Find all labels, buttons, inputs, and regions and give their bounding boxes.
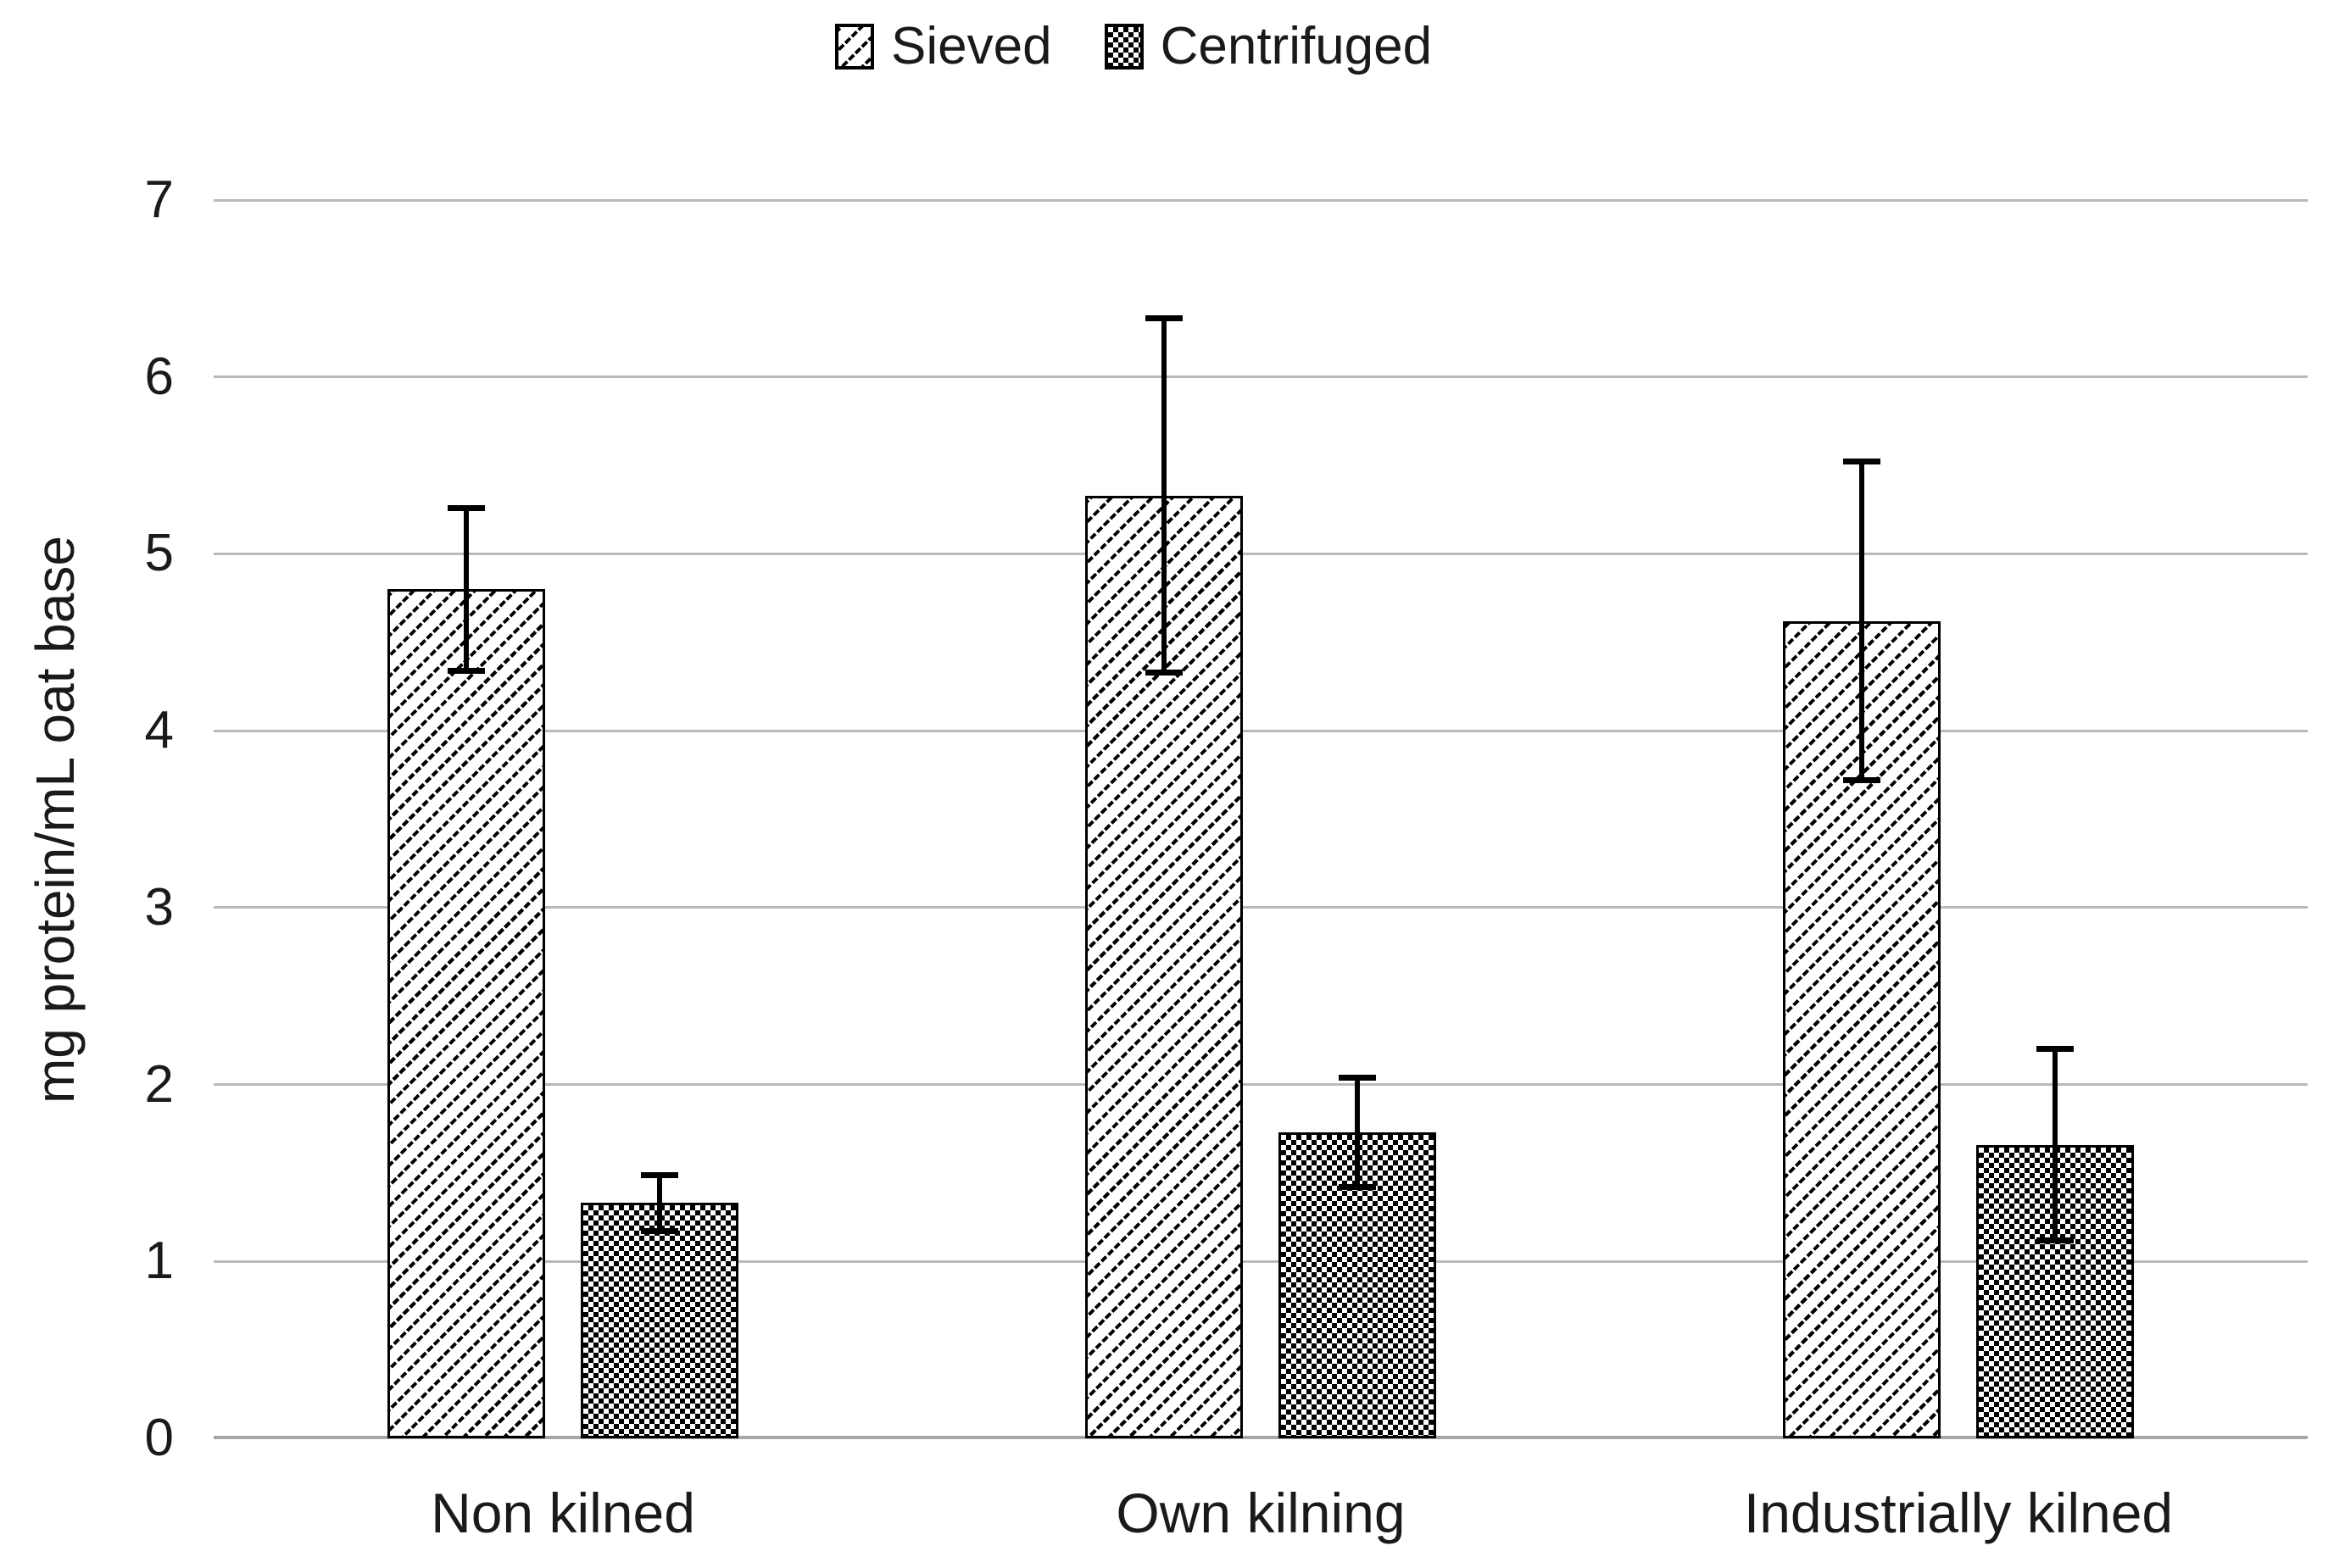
- x-category-label-non-kilned: Non kilned: [431, 1482, 695, 1544]
- x-category-label-industrially-kilned: Industrially kilned: [1743, 1482, 2174, 1544]
- gridline-y-3: [214, 906, 2308, 909]
- legend-label-sieved: Sieved: [891, 17, 1052, 75]
- error-bar-bottom-cap-sieved-own-kilning: [1145, 670, 1183, 676]
- x-category-label-own-kilning: Own kilning: [1116, 1482, 1406, 1544]
- error-bar-sieved-industrially-kilned: [1859, 462, 1864, 781]
- x-axis-baseline: [214, 1436, 2308, 1439]
- gridline-y-7: [214, 199, 2308, 202]
- y-tick-label-2: 2: [144, 1055, 174, 1114]
- sieved-hatch-swatch-icon: [835, 24, 874, 70]
- bar-centrifuged-non-kilned: [581, 1203, 738, 1438]
- y-tick-label-4: 4: [144, 701, 174, 759]
- error-bar-bottom-cap-sieved-industrially-kilned: [1843, 777, 1880, 783]
- legend-label-centrifuged: Centrifuged: [1160, 17, 1433, 75]
- legend-item-sieved: Sieved: [835, 15, 1052, 78]
- error-bar-top-cap-centrifuged-non-kilned: [641, 1172, 678, 1178]
- error-bar-centrifuged-non-kilned: [657, 1175, 662, 1232]
- y-tick-label-7: 7: [144, 170, 174, 229]
- y-axis-title: mg protein/mL oat base: [25, 535, 86, 1104]
- y-tick-label-6: 6: [144, 348, 174, 406]
- error-bar-centrifuged-industrially-kilned: [2053, 1049, 2058, 1240]
- error-bar-sieved-own-kilning: [1161, 319, 1167, 672]
- centrifuged-checker-swatch-icon: [1104, 24, 1144, 70]
- error-bar-top-cap-sieved-non-kilned: [448, 505, 485, 511]
- legend-item-centrifuged: Centrifuged: [1104, 15, 1433, 78]
- error-bar-sieved-non-kilned: [464, 508, 469, 670]
- error-bar-top-cap-centrifuged-own-kilning: [1339, 1075, 1376, 1081]
- bar-sieved-own-kilning: [1085, 496, 1243, 1438]
- y-tick-label-1: 1: [144, 1232, 174, 1290]
- y-tick-label-0: 0: [144, 1409, 174, 1467]
- gridline-y-4: [214, 730, 2308, 732]
- gridline-y-1: [214, 1260, 2308, 1263]
- gridline-y-6: [214, 375, 2308, 378]
- error-bar-bottom-cap-centrifuged-non-kilned: [641, 1228, 678, 1234]
- error-bar-bottom-cap-sieved-non-kilned: [448, 668, 485, 674]
- error-bar-top-cap-sieved-own-kilning: [1145, 315, 1183, 321]
- y-tick-label-3: 3: [144, 878, 174, 937]
- gridline-y-5: [214, 553, 2308, 555]
- error-bar-bottom-cap-centrifuged-industrially-kilned: [2036, 1237, 2074, 1243]
- error-bar-top-cap-centrifuged-industrially-kilned: [2036, 1046, 2074, 1052]
- chart-legend: Sieved Centrifuged: [835, 15, 1432, 78]
- error-bar-top-cap-sieved-industrially-kilned: [1843, 459, 1880, 464]
- error-bar-bottom-cap-centrifuged-own-kilning: [1339, 1184, 1376, 1190]
- error-bar-centrifuged-own-kilning: [1355, 1077, 1360, 1187]
- gridline-y-2: [214, 1083, 2308, 1086]
- bar-sieved-non-kilned: [387, 589, 545, 1438]
- y-tick-label-5: 5: [144, 524, 174, 582]
- plot-area: [214, 199, 2308, 1439]
